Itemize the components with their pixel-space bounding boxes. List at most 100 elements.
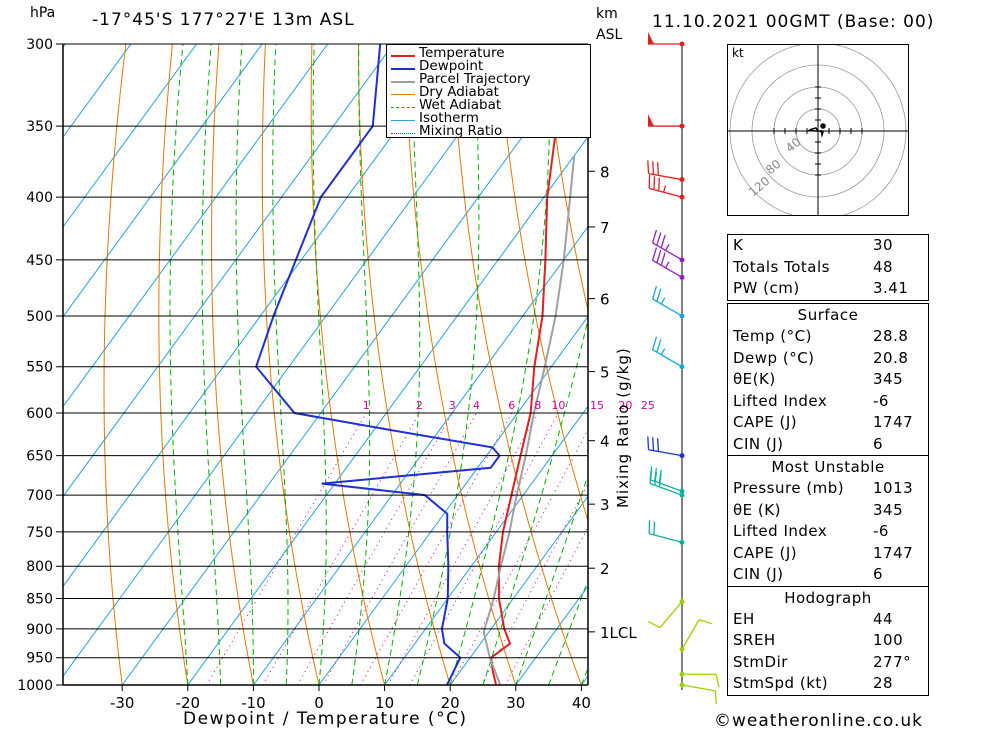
mixing-ratio-label: 2: [416, 399, 423, 412]
chart-legend: Temperature Dewpoint Parcel Trajectory D…: [386, 44, 591, 138]
pressure-tick-label: 600: [26, 406, 53, 422]
hodograph-ring-label: 120: [746, 174, 773, 199]
isotherm-line: [63, 44, 132, 138]
surface-row: CIN (J) 6: [733, 434, 884, 453]
mixing-ratio-label: 4: [473, 399, 480, 412]
wind-barb: [648, 114, 685, 129]
km-unit-label: km: [596, 6, 618, 22]
hodograph-ring-label: 80: [763, 157, 784, 178]
mixing-ratio-line: [359, 412, 513, 685]
mixing-ratio-line: [450, 428, 588, 685]
hodograph-row: StmSpd (kt) 28: [733, 674, 894, 692]
pressure-tick-label: 900: [26, 622, 53, 638]
most-unstable-row: CAPE (J) 1747: [733, 543, 914, 562]
mixing-ratio-label: 10: [551, 399, 565, 412]
isotherm-line: [318, 315, 588, 685]
hodograph-ring-label: 40: [783, 135, 804, 156]
hodograph-panel: kt 40 80 120: [727, 44, 909, 216]
mixing-ratio-label: 25: [641, 399, 655, 412]
most-unstable-row: Lifted Index -6: [733, 522, 889, 540]
mixing-ratio-label: 1: [363, 399, 370, 412]
surface-row: Lifted Index -6: [733, 391, 889, 410]
hodograph-trace: [807, 127, 824, 138]
legend-item-dry-adiabat: Dry Adiabat: [387, 85, 590, 101]
x-tick-label: -10: [241, 694, 266, 712]
parcel-trajectory: [482, 155, 576, 685]
height-tick-label: 1LCL: [600, 624, 637, 642]
isotherm-line: [63, 44, 329, 408]
isotherm-line: [63, 44, 460, 588]
wind-barb: [679, 619, 712, 652]
pressure-tick-label: 950: [26, 651, 53, 667]
mixing-ratio-axis-label: Mixing Ratio (g/kg): [614, 347, 632, 508]
datetime-label: 11.10.2021 00GMT (Base: 00): [652, 12, 935, 32]
pressure-tick-label: 350: [26, 119, 53, 135]
isotherm-line: [121, 46, 588, 685]
wind-barb: [651, 229, 685, 263]
wind-barb: [651, 286, 685, 319]
legend-item-dewpoint: Dewpoint: [387, 59, 590, 75]
mixing-ratio-label: 15: [590, 399, 604, 412]
copyright-symbol: ©: [714, 711, 732, 731]
legend-item-parcel: Parcel Trajectory: [387, 72, 590, 88]
dry-adiabat-line: [916, 44, 1000, 685]
site-link[interactable]: weatheronline.co.uk: [732, 711, 924, 731]
height-tick-label: 4: [600, 433, 610, 451]
x-tick-label: 10: [375, 694, 394, 712]
dewpoint-profile: [255, 44, 501, 685]
wet-adiabat-line: [201, 44, 222, 685]
isotherm-line: [63, 44, 394, 498]
wind-barb: [649, 470, 685, 498]
hodograph-row: SREH 100: [733, 631, 904, 649]
pressure-tick-label: 300: [26, 37, 53, 53]
wind-barb: [679, 682, 717, 705]
index-row-totals: Totals Totals 48: [733, 257, 894, 276]
surface-row: Dewp (°C) 20.8: [733, 348, 909, 367]
hodograph-unit-label: kt: [732, 46, 744, 60]
legend-item-mixing-ratio: Mixing Ratio: [387, 124, 590, 140]
height-tick-label: 5: [600, 364, 610, 382]
height-tick-label: 7: [600, 219, 610, 237]
mixing-ratio-label: 3: [449, 399, 456, 412]
wet-adiabat-line: [482, 317, 588, 685]
mixing-ratio-line: [297, 412, 453, 685]
dry-adiabat-line: [963, 44, 1000, 685]
mixing-ratio-line: [262, 412, 420, 685]
location-title: -17°45'S 177°27'E 13m ASL: [92, 10, 355, 30]
pressure-tick-label: 750: [26, 525, 53, 541]
wet-adiabat-line: [235, 44, 254, 685]
dry-adiabat-line: [450, 44, 582, 685]
pressure-tick-label: 400: [26, 190, 53, 206]
x-tick-label: 20: [441, 694, 460, 712]
isotherm-line: [63, 44, 525, 678]
isotherm-line: [63, 44, 197, 228]
pressure-tick-label: 650: [26, 449, 53, 465]
height-tick-label: 6: [600, 291, 610, 309]
height-tick-label: 8: [600, 163, 610, 181]
isotherm-line: [187, 135, 588, 685]
indices-top-table: K 30 Totals Totals 48 PW (cm) 3.41: [727, 234, 929, 301]
dry-adiabat-line: [103, 44, 127, 685]
most-unstable-title: Most Unstable: [728, 455, 928, 478]
surface-row: Temp (°C) 28.8: [733, 327, 909, 345]
mixing-ratio-line: [387, 412, 539, 685]
wind-barb: [648, 32, 685, 47]
wind-barb: [679, 671, 720, 688]
dry-adiabat-line: [310, 44, 386, 685]
wind-barb: [648, 520, 685, 545]
copyright-footer[interactable]: ©weatheronline.co.uk: [714, 711, 923, 731]
legend-item-isotherm: Isotherm: [387, 111, 590, 127]
hodograph-row: StmDir 277°: [733, 652, 912, 671]
surface-table: Surface Temp (°C) 28.8 Dewp (°C) 20.8 θE(K…: [727, 303, 929, 696]
mixing-ratio-label: 20: [618, 399, 632, 412]
wind-barb: [651, 336, 685, 370]
wind-barb: [647, 599, 685, 629]
height-tick-label: 3: [600, 496, 610, 514]
dry-adiabat-line: [211, 44, 254, 685]
wet-adiabat-line: [169, 44, 189, 685]
dry-adiabat-line: [158, 44, 189, 685]
height-tick-label: 2: [600, 560, 610, 578]
index-row-pw: PW (cm) 3.41: [733, 279, 909, 297]
